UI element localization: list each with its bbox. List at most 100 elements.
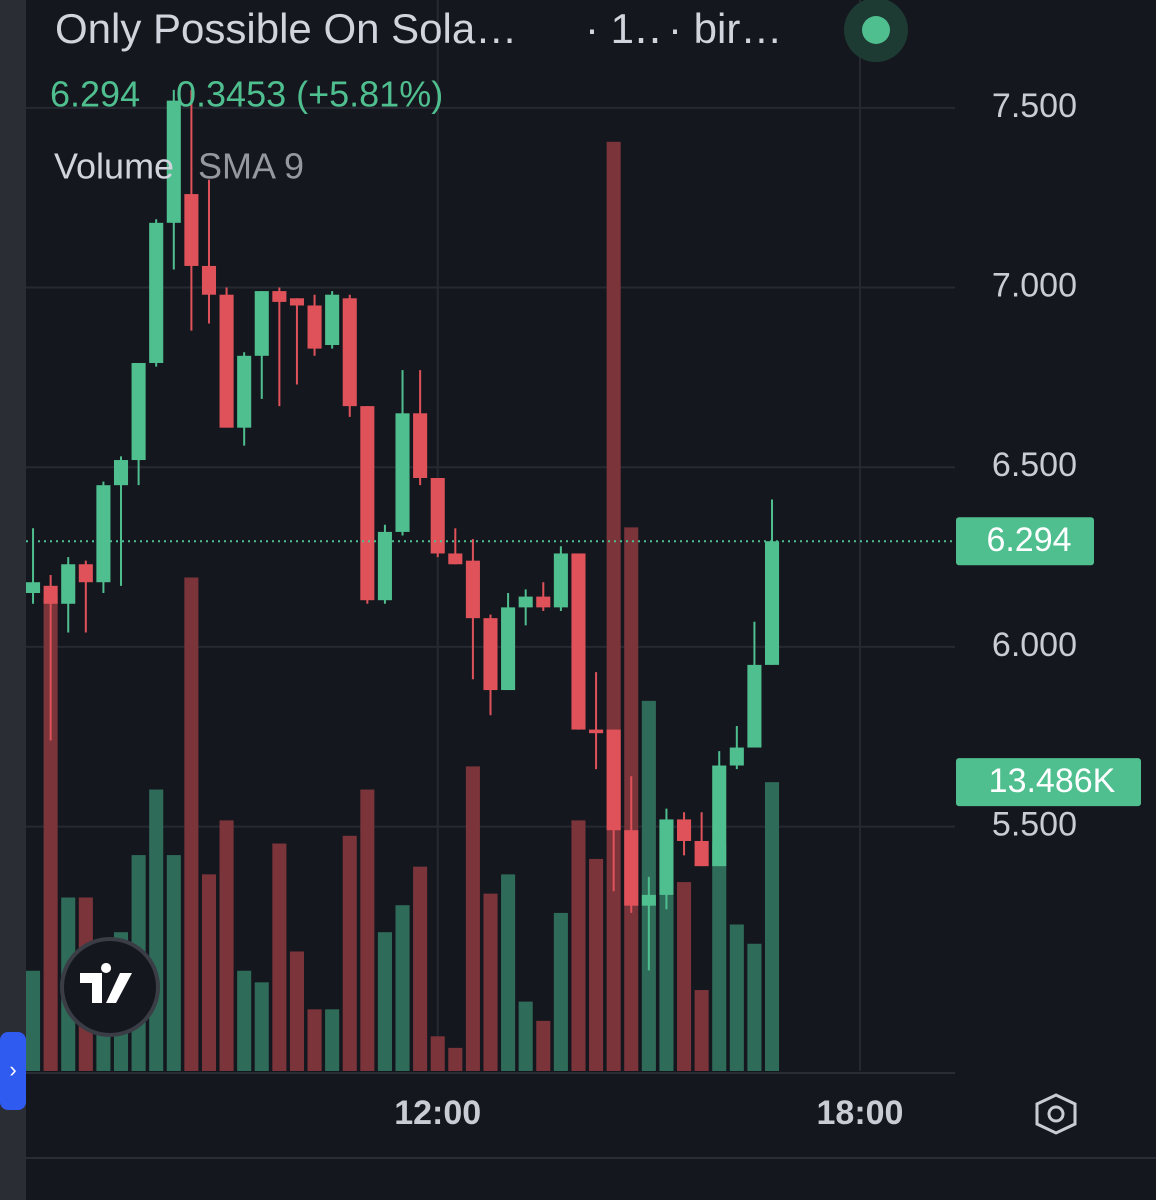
volume-bar [325, 1009, 340, 1071]
candle-body [395, 413, 410, 532]
candle-body [342, 298, 357, 407]
volume-bar [729, 924, 744, 1071]
logo-mark [80, 963, 132, 1003]
candle-body [483, 618, 498, 691]
x-tick-label: 18:00 [817, 1094, 904, 1132]
candle-body [237, 355, 252, 428]
volume-bar [377, 932, 392, 1071]
volume-bar [571, 820, 586, 1071]
volume-bar [166, 855, 181, 1071]
candle-body [606, 729, 621, 831]
grid [26, 0, 955, 1071]
candle-body [518, 596, 533, 608]
candle-body [201, 265, 217, 295]
settings-icon[interactable] [1035, 1093, 1077, 1135]
candle-body [325, 294, 340, 346]
volume-bar [606, 141, 621, 1071]
volume-bar [501, 874, 516, 1071]
volume-bar [360, 789, 375, 1071]
volume-bar [254, 982, 269, 1071]
exchange: · bir… [668, 5, 782, 52]
volume-bar [395, 905, 410, 1071]
volume-title: Volume [54, 146, 174, 187]
candle-body [166, 100, 181, 223]
chart-title: Only Possible On Sola… [55, 5, 517, 52]
candle-body [272, 291, 287, 302]
volume-bar [764, 782, 780, 1071]
candle-body [113, 460, 129, 486]
candle-body [254, 291, 269, 356]
volume-bar [219, 820, 234, 1071]
volume-bar [553, 912, 568, 1071]
logo-circle[interactable] [60, 937, 160, 1037]
volume-bar [694, 990, 709, 1071]
candle-body [78, 564, 93, 583]
y-tick-label: 7.500 [992, 87, 1077, 125]
volume-bar [712, 843, 727, 1071]
candle-body [96, 485, 111, 583]
candle-body [448, 553, 463, 565]
volume-bar [747, 943, 762, 1071]
y-tick-label: 5.500 [992, 806, 1077, 844]
volume-bar [272, 843, 287, 1071]
candle-body [677, 819, 692, 841]
volume-bar [589, 858, 604, 1071]
volume-bar [342, 835, 357, 1071]
candle-body [624, 830, 639, 906]
candle-body [377, 531, 392, 601]
candle-body [61, 564, 76, 604]
candles [26, 89, 955, 971]
last-price-tag [956, 517, 1094, 566]
candle-body [307, 305, 322, 349]
volume-bar [465, 766, 480, 1071]
candle-body [131, 362, 146, 461]
candle-body [289, 298, 304, 306]
last-volume-tag [956, 758, 1141, 807]
candle-body [149, 222, 164, 363]
candle-body [553, 553, 568, 608]
volume-bar [307, 1009, 322, 1071]
volume-bar [430, 1036, 445, 1071]
candle-body [712, 765, 727, 867]
candle-body [659, 819, 674, 895]
candle-body [641, 894, 656, 906]
last-price-label: 6.294 [986, 521, 1071, 559]
interval: · 1‥ [585, 5, 662, 52]
volume-bar [237, 970, 252, 1071]
legend-price: 6.294 [50, 74, 140, 115]
side-strip [0, 0, 26, 1200]
volume-bar [483, 893, 498, 1071]
y-tick-label: 7.000 [992, 267, 1077, 305]
logo[interactable] [60, 937, 160, 1037]
y-tick-label: 6.000 [992, 626, 1077, 664]
candle-body [589, 729, 604, 734]
candle-body [747, 664, 762, 748]
volume-bar [518, 1001, 533, 1071]
expand-tab[interactable] [0, 1032, 26, 1110]
gear-center [1047, 1105, 1065, 1123]
candle-body [360, 406, 375, 601]
candle-body [465, 560, 480, 619]
candle-body [729, 747, 744, 766]
candle-body [43, 585, 58, 604]
candle-body [219, 294, 234, 428]
volume-bar [26, 970, 41, 1071]
volume-bar [448, 1047, 463, 1071]
candle-body [764, 541, 780, 665]
candle-body [26, 582, 41, 594]
volume-bar [201, 874, 217, 1071]
candle-body [430, 477, 445, 554]
volume-bar [149, 789, 164, 1071]
y-tick-label: 6.500 [992, 446, 1077, 484]
volume-bar [413, 866, 428, 1071]
candle-body [413, 413, 428, 478]
volume-bar [289, 951, 304, 1071]
candle-body [501, 607, 516, 691]
volume-bar [536, 1020, 551, 1071]
axis-labels: 5.500 6.000 6.500 7.000 7.500 12:00 18:00 6.294… [394, 87, 1141, 1132]
legend-change: 0.3453 (+5.81%) [176, 74, 443, 115]
expand-icon: › [9, 1057, 16, 1082]
last-volume-label: 13.486K [989, 762, 1116, 800]
